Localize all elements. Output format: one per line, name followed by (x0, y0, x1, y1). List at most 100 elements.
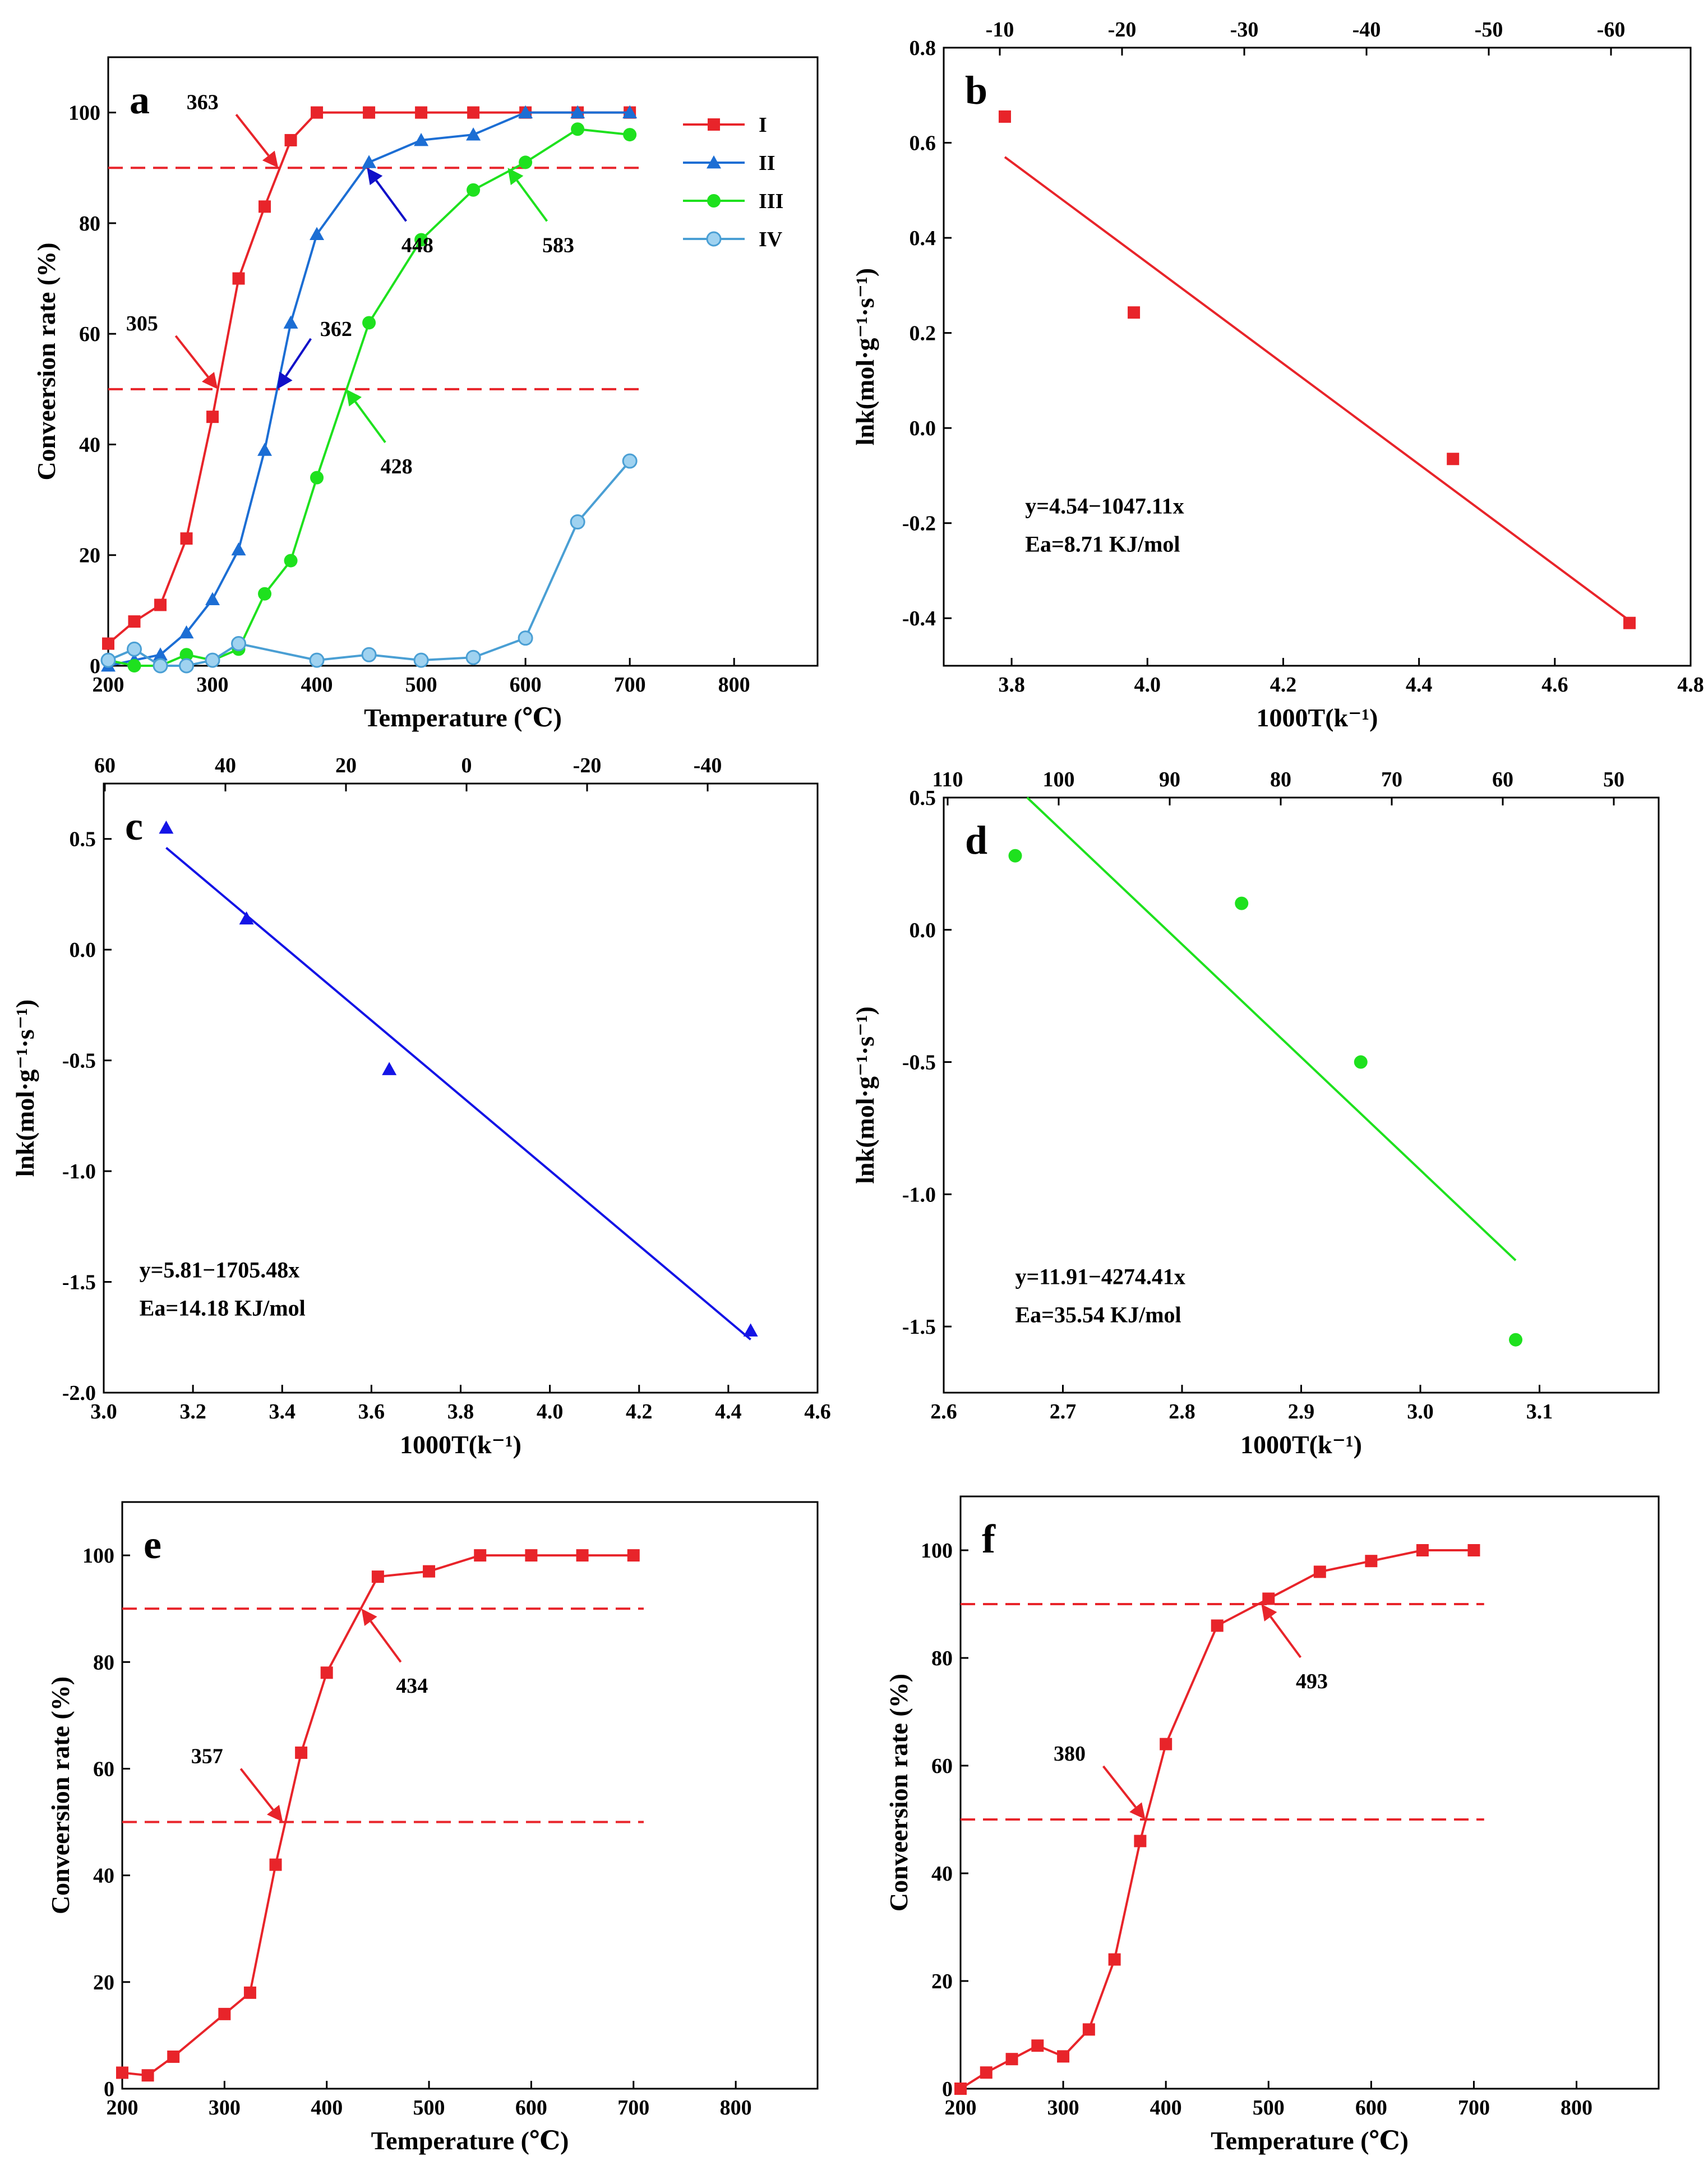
panel-letter: f (982, 1517, 996, 1561)
y-tick-label: 0.6 (910, 132, 936, 155)
data-point (571, 122, 585, 136)
data-point (257, 443, 273, 456)
y-tick-label: 0.0 (910, 417, 936, 440)
y-tick-label: 60 (931, 1754, 953, 1778)
data-point (1128, 306, 1141, 319)
data-point (231, 636, 247, 652)
data-point (127, 641, 142, 657)
top-tick-label: 0 (461, 754, 472, 777)
x-tick-label: 800 (718, 673, 750, 697)
x-tick-label: 2.7 (1050, 1400, 1077, 1424)
data-point (167, 2050, 180, 2063)
x-tick-label: 2.8 (1169, 1400, 1195, 1424)
y-axis-label: Conveersion rate (%) (884, 1674, 913, 1911)
plot-frame-f (959, 1495, 1660, 2090)
data-point (179, 658, 195, 674)
y-tick-label: 0.0 (910, 919, 936, 942)
y-tick-label: 0.8 (910, 36, 936, 60)
x-axis-label: Temperature (℃) (371, 2126, 569, 2155)
legend-marker (706, 231, 722, 247)
data-point (415, 106, 428, 119)
y-axis-label: Conveersion rate (%) (32, 242, 61, 480)
panel-letter: b (965, 68, 987, 113)
data-point (153, 647, 168, 661)
top-tick-label: 60 (94, 754, 116, 777)
series-I (102, 106, 636, 650)
data-point (1008, 849, 1022, 863)
legend-marker (708, 118, 720, 131)
x-tick-label: 700 (1458, 2096, 1490, 2120)
data-point (1365, 1555, 1378, 1568)
x-tick-label: 700 (614, 673, 646, 697)
annotation-arrow-shaft (370, 1620, 402, 1663)
x-tick-label: 500 (413, 2096, 445, 2120)
data-point (467, 183, 481, 197)
panel-e: 200 300 400 500 600 700 800 0 20 40 60 80 100 Tempera… (46, 1501, 819, 2155)
y-tick-label: 60 (93, 1757, 114, 1781)
data-point (466, 127, 481, 141)
y-tick-label: 40 (931, 1862, 953, 1886)
top-tick-label: -50 (1475, 18, 1503, 42)
data-point (218, 2007, 231, 2020)
data-point (622, 105, 638, 119)
data-point (258, 200, 271, 213)
fit-equation: y=5.81−1705.48x (140, 1257, 300, 1283)
y-tick-label: 80 (79, 212, 100, 236)
series-II (101, 105, 638, 672)
y-axis-label: lnk(mol·g⁻¹·s⁻¹) (11, 999, 39, 1177)
top-tick-label: -20 (573, 754, 602, 777)
annotation-label: 357 (191, 1745, 223, 1768)
panel-letter: e (144, 1522, 161, 1567)
data-point (1108, 1953, 1121, 1966)
annotation-arrow-shaft (235, 114, 270, 156)
x-tick-label: 400 (311, 2096, 343, 2120)
annotation-label: 380 (1054, 1742, 1086, 1766)
y-tick-label: -0.5 (62, 1049, 96, 1073)
data-point (1509, 1333, 1522, 1347)
top-tick-label: 60 (1492, 768, 1513, 791)
annotation-arrow-head (507, 168, 524, 186)
data-point (414, 132, 429, 146)
x-tick-label: 3.0 (1407, 1400, 1434, 1424)
data-point (1416, 1544, 1429, 1556)
x-tick-label: 500 (405, 673, 437, 697)
data-point (179, 625, 194, 639)
data-point (269, 1858, 282, 1871)
top-tick-label: 70 (1381, 768, 1402, 791)
fit-line (165, 846, 751, 1340)
data-point (127, 659, 141, 672)
annotation-arrow-head (361, 1609, 377, 1627)
x-tick-label: 200 (107, 2096, 139, 2120)
annotation-arrow-head (1261, 1604, 1277, 1621)
y-tick-label: 20 (93, 1971, 114, 1994)
x-tick-label: 500 (1253, 2096, 1285, 2120)
data-point (525, 1549, 538, 1562)
panel-letter: d (965, 818, 987, 863)
data-point (998, 110, 1011, 123)
x-tick-label: 4.0 (537, 1400, 564, 1424)
panel-b: 3.8 4.0 4.2 4.4 4.6 4.8 -0.4 -0.2 0.0 0.2 0.4 0.6 0.… (851, 18, 1704, 732)
fit-line (1004, 156, 1631, 622)
x-tick-label: 300 (1047, 2096, 1079, 2120)
data-point (518, 630, 533, 646)
data-point (1005, 2053, 1018, 2066)
x-tick-label: 4.4 (715, 1400, 742, 1424)
data-point (295, 1746, 308, 1759)
data-point (954, 2083, 967, 2095)
annotation-arrow-shaft (375, 179, 407, 222)
data-point (576, 1549, 589, 1562)
x-axis-label: 1000T(k⁻¹) (1257, 703, 1378, 732)
y-tick-label: 20 (931, 1970, 953, 1993)
data-point (382, 1062, 397, 1075)
x-tick-label: 3.1 (1526, 1400, 1553, 1424)
data-point (1313, 1565, 1326, 1578)
annotation-label: 448 (401, 233, 433, 257)
x-tick-label: 300 (197, 673, 229, 697)
annotation-arrow-shaft (239, 1768, 274, 1811)
data-point (205, 592, 220, 606)
y-tick-label: 0.2 (910, 322, 936, 345)
x-axis-label: Temperature (℃) (364, 703, 562, 732)
